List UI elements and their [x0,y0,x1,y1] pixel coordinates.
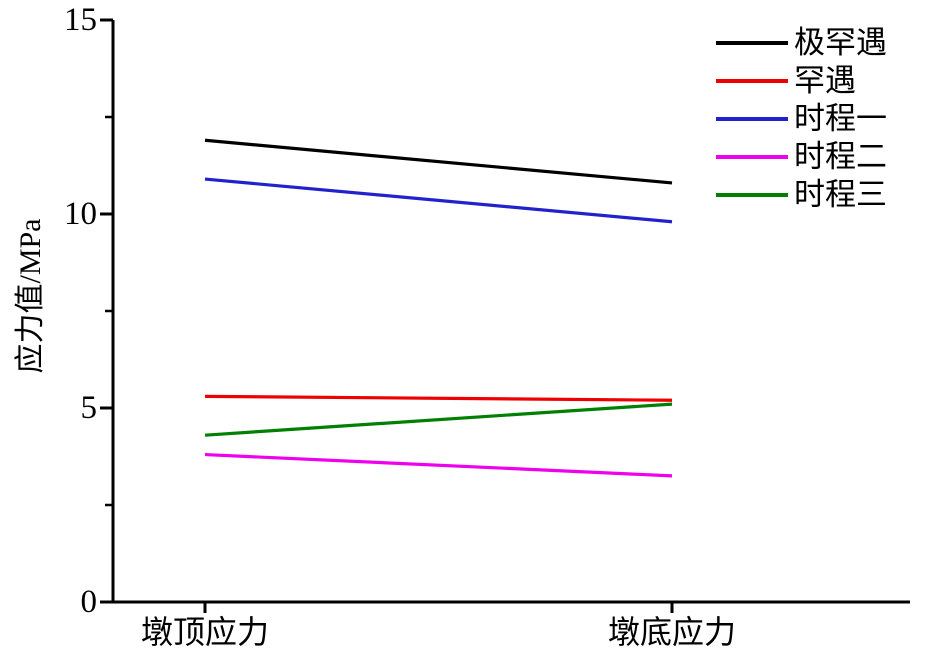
legend-line-swatch-icon [716,41,788,45]
legend-item: 时程一 [716,100,887,138]
legend-item: 极罕遇 [716,24,887,62]
y-tick-label-10: 10 [64,196,97,232]
legend-label: 罕遇 [794,63,856,98]
legend-label: 极罕遇 [794,25,887,60]
legend-label: 时程三 [794,177,887,212]
legend-item: 时程三 [716,176,887,214]
x-category-label-pier-bottom: 墩底应力 [607,614,736,650]
x-category-label-pier-top: 墩顶应力 [140,614,269,650]
y-tick-label-5: 5 [80,390,98,426]
legend: 极罕遇 罕遇 时程一 时程二 时程三 [716,24,887,214]
legend-item: 时程二 [716,138,887,176]
legend-item: 罕遇 [716,62,887,100]
legend-label: 时程二 [794,139,887,174]
y-tick-label-15: 15 [64,2,97,38]
legend-line-swatch-icon [716,193,788,197]
legend-label: 时程一 [794,101,887,136]
legend-line-swatch-icon [716,79,788,83]
legend-line-swatch-icon [716,117,788,121]
y-tick-label-0: 0 [80,584,98,620]
legend-line-swatch-icon [716,155,788,159]
